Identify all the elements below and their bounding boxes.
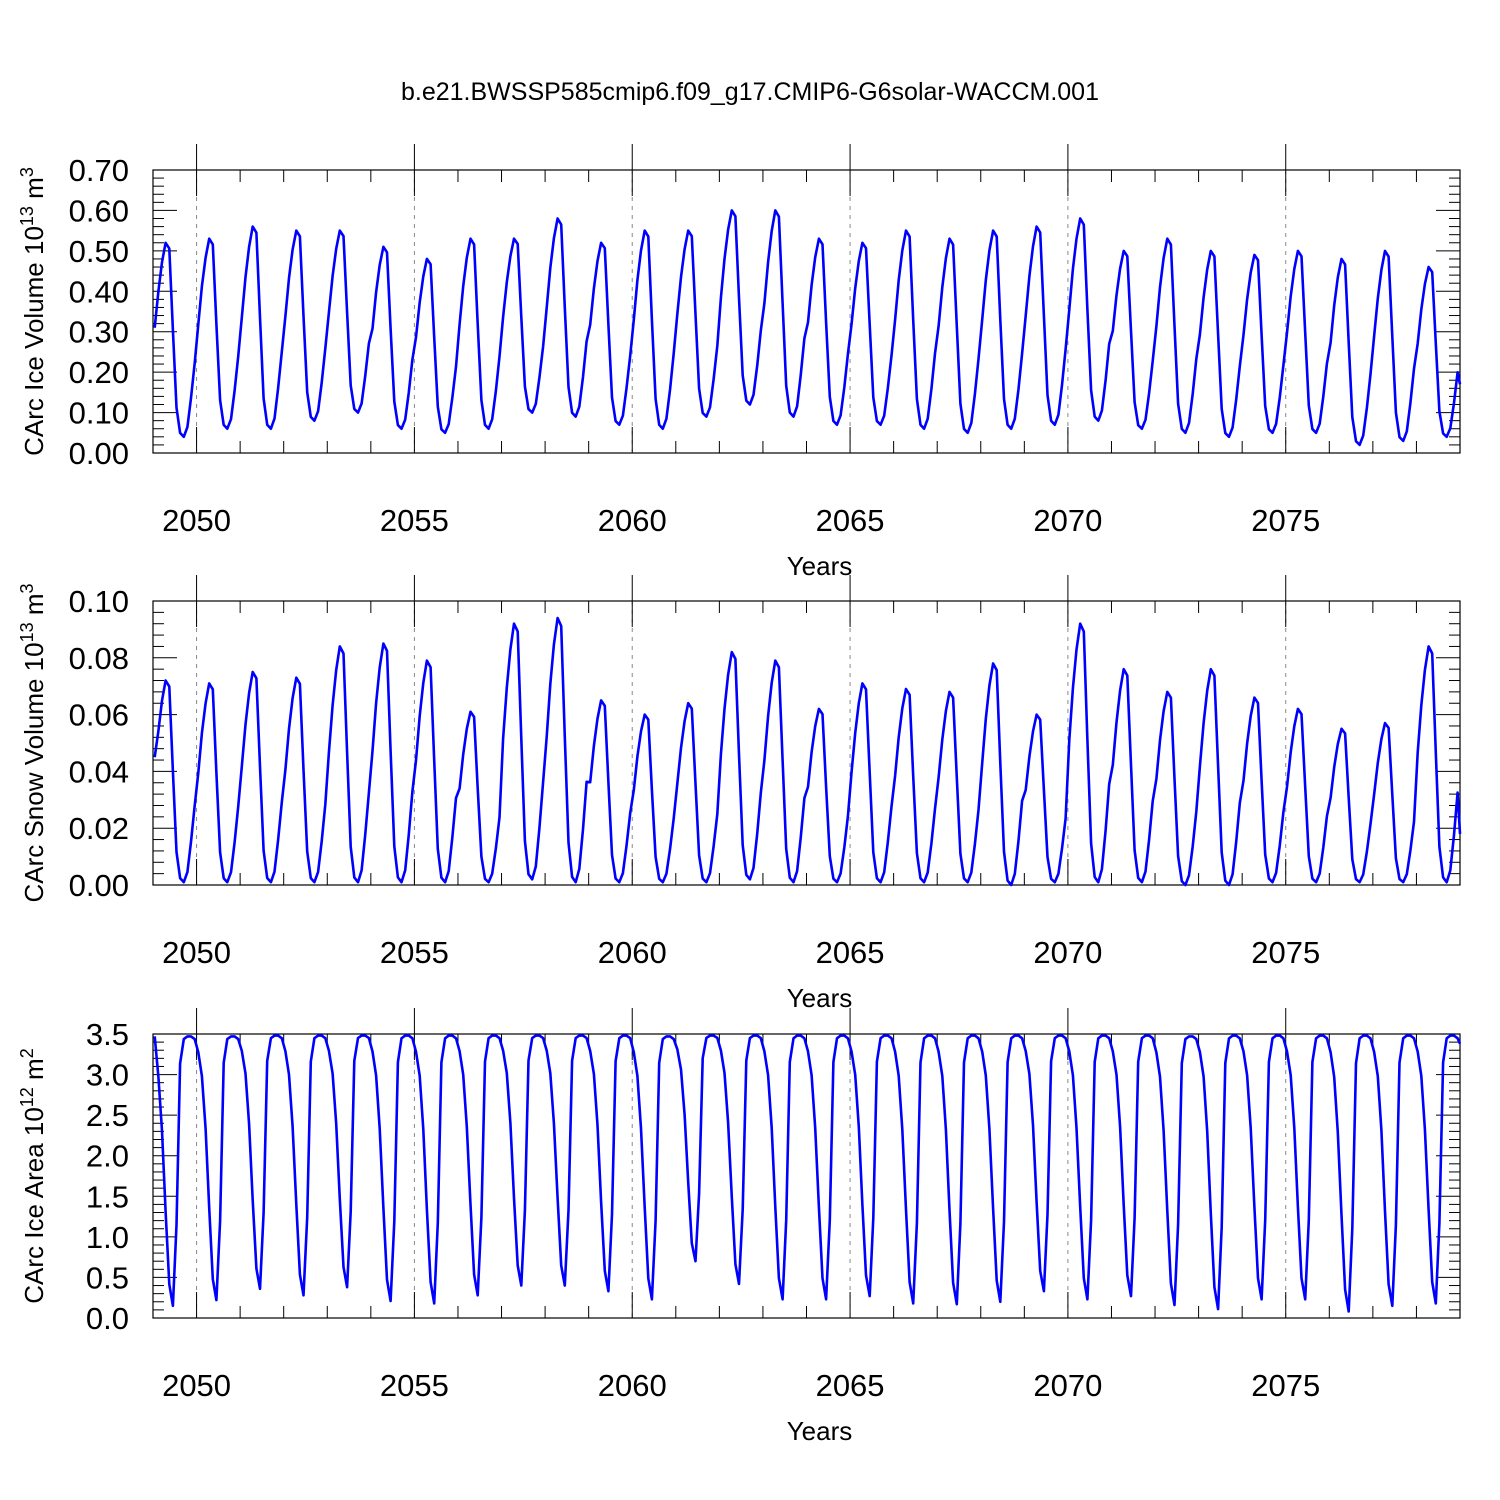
- figure-title: b.e21.BWSSP585cmip6.f09_g17.CMIP6-G6sola…: [401, 78, 1099, 106]
- chart-panel-3: 0.0 0.5 1.0 1.5 2.0 2.5 3.0 3.5 2050 2055 2060 2065…: [17, 1008, 1462, 1446]
- y-tick-label: 0.08: [69, 641, 129, 676]
- y-tick-label: 2.0: [86, 1139, 129, 1174]
- x-tick-label: 2070: [1033, 1368, 1102, 1403]
- y-tick-label: 0.5: [86, 1260, 129, 1295]
- y-tick-label: 0.60: [69, 193, 129, 228]
- y-tick-label: 0.04: [69, 754, 129, 789]
- x-tick-label: 2075: [1251, 1368, 1320, 1403]
- y-tick-label: 1.5: [86, 1179, 129, 1214]
- y-axis-label: CArc Ice Volume 1013 m3: [17, 167, 49, 456]
- y-tick-label: 2.5: [86, 1098, 129, 1133]
- x-tick-label: 2050: [162, 935, 231, 970]
- x-tick-label: 2055: [380, 1368, 449, 1403]
- x-tick-label: 2070: [1033, 503, 1102, 538]
- x-tick-label: 2060: [598, 1368, 667, 1403]
- x-axis-label: Years: [787, 983, 853, 1013]
- y-axis-label: CArc Snow Volume 1013 m3: [17, 583, 49, 902]
- x-tick-label: 2055: [380, 503, 449, 538]
- y-tick-label: 0.70: [69, 153, 129, 188]
- y-tick-label: 0.02: [69, 811, 129, 846]
- plot-frame: [152, 169, 1461, 454]
- y-tick-label: 0.00: [69, 868, 129, 903]
- x-tick-label: 2075: [1251, 503, 1320, 538]
- x-tick-label: 2065: [816, 935, 885, 970]
- x-axis-label: Years: [787, 551, 853, 581]
- y-axis-label: CArc Ice Area 1012 m2: [17, 1048, 49, 1303]
- y-tick-label: 0.30: [69, 315, 129, 350]
- series-line: [153, 616, 1462, 887]
- series-line: [153, 1034, 1462, 1313]
- y-tick-label: 0.10: [69, 584, 129, 619]
- y-tick-label: 0.20: [69, 355, 129, 390]
- y-tick-label: 3.0: [86, 1058, 129, 1093]
- x-tick-label: 2050: [162, 1368, 231, 1403]
- x-tick-label: 2060: [598, 935, 667, 970]
- x-tick-label: 2060: [598, 503, 667, 538]
- x-tick-label: 2070: [1033, 935, 1102, 970]
- y-tick-label: 0.0: [86, 1301, 129, 1336]
- y-tick-label: 3.5: [86, 1017, 129, 1052]
- x-tick-label: 2075: [1251, 935, 1320, 970]
- chart-panel-2: 0.00 0.02 0.04 0.06 0.08 0.10 2050 2055 2060 2065…: [17, 575, 1462, 1013]
- x-axis-label: Years: [787, 1416, 853, 1446]
- y-tick-label: 0.06: [69, 698, 129, 733]
- y-tick-label: 0.50: [69, 234, 129, 269]
- y-tick-label: 1.0: [86, 1220, 129, 1255]
- y-tick-label: 0.40: [69, 274, 129, 309]
- x-tick-label: 2055: [380, 935, 449, 970]
- x-tick-label: 2065: [816, 503, 885, 538]
- y-tick-label: 0.00: [69, 436, 129, 471]
- series-line: [153, 209, 1462, 447]
- chart-panel-1: 0.00 0.10 0.20 0.30 0.40 0.50 0.60 0.70 2050 2055…: [17, 144, 1462, 581]
- y-tick-label: 0.10: [69, 396, 129, 431]
- x-tick-label: 2050: [162, 503, 231, 538]
- x-tick-label: 2065: [816, 1368, 885, 1403]
